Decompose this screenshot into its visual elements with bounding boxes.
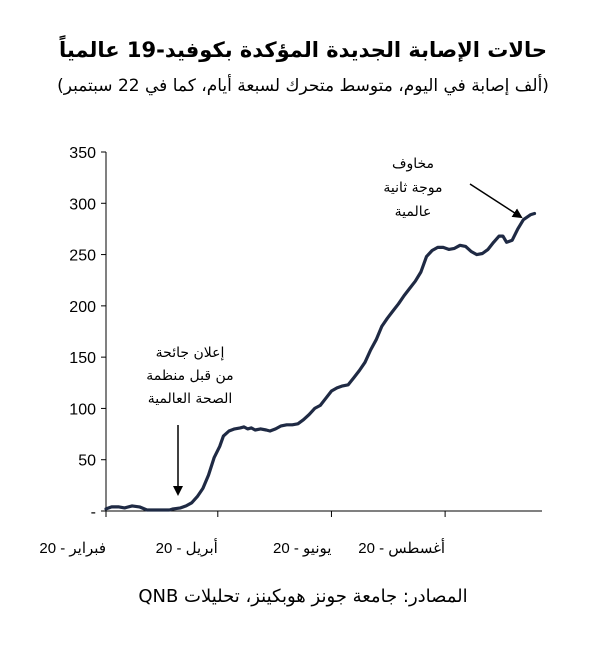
annotation-who-line-3: الصحة العالمية [148,391,233,407]
x-tick-label: أغسطس - 20 [358,538,445,557]
annotation-wave-line-2: موجة ثانية [383,180,442,196]
y-tick-label: - [91,504,96,521]
chart-axes [105,152,542,512]
x-tick-label: فبراير - 20 [39,540,106,557]
y-axis-ticks: - 50 100 150 200 250 300 350 [69,145,106,521]
x-axis-ticks: فبراير - 20 أبريل - 20 يونيو - 20 أغسطس - 2… [39,511,446,557]
y-tick-label: 100 [69,401,96,418]
annotation-who-pandemic: إعلان جائحة من قبل منظمة الصحة العالمية [146,345,234,496]
source-note: المصادر: جامعة جونز هوبكينز، تحليلات QNB [138,586,468,607]
y-tick-label: 350 [69,145,96,162]
y-tick-label: 50 [78,453,96,470]
annotation-who-line-1: إعلان جائحة [156,345,225,361]
annotation-wave-arrow [469,183,523,219]
annotation-second-wave: مخاوف موجة ثانية عالمية [383,156,523,220]
annotation-wave-line-3: عالمية [395,204,432,220]
x-tick-label: يونيو - 20 [273,540,331,557]
annotation-wave-line-1: مخاوف [392,156,434,172]
x-tick-label: أبريل - 20 [156,538,218,557]
y-tick-label: 150 [69,350,96,367]
series-line [104,211,537,512]
y-tick-label: 250 [69,248,96,265]
y-tick-label: 200 [69,299,96,316]
y-tick-label: 300 [69,196,96,213]
chart-subtitle: (ألف إصابة في اليوم، متوسط متحرك لسبعة أ… [57,76,549,96]
chart-title: حالات الإصابة الجديدة المؤكدة بكوفيد-19 … [58,38,548,62]
series-group [104,211,537,512]
annotation-who-line-2: من قبل منظمة [146,368,233,384]
